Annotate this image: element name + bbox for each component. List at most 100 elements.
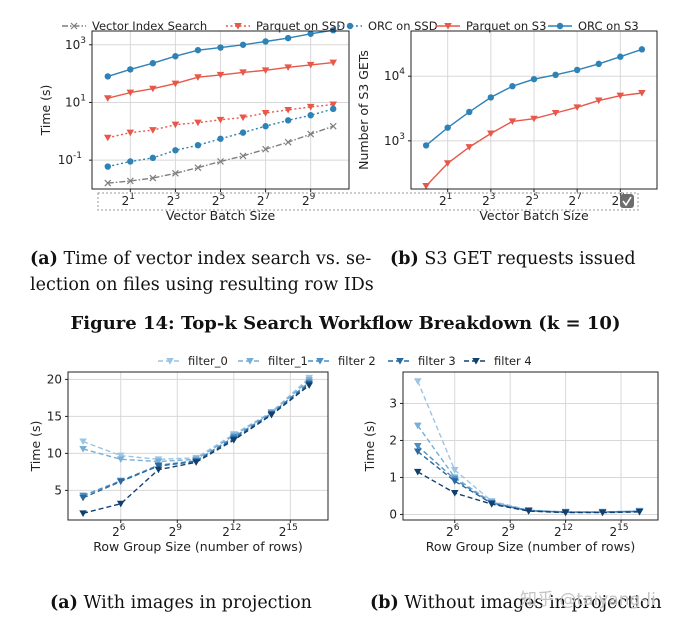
- data-point: [487, 130, 495, 138]
- data-point: [217, 158, 224, 165]
- data-point: [172, 53, 179, 60]
- legend-entry: filter 4: [494, 354, 532, 368]
- data-point: [307, 112, 314, 119]
- data-point: [635, 508, 644, 516]
- caption-top-a: (a) Time of vector index search vs. se-: [30, 249, 372, 269]
- caption-bottom-a: (a) With images in projection: [50, 593, 312, 613]
- chart-time_top: 10-1 101 103 21 23 25 27 29 Vector Batch Size Tim…: [38, 26, 350, 223]
- legend-marker: [396, 358, 404, 365]
- data-point: [598, 509, 607, 517]
- data-point: [284, 64, 292, 71]
- y-tick-label: 103: [65, 36, 86, 52]
- y-tick-label: 0: [389, 507, 397, 521]
- data-point: [126, 89, 135, 97]
- data-point: [104, 179, 112, 187]
- data-point: [594, 97, 603, 105]
- data-point: [552, 71, 559, 79]
- x-tick-label: 29: [169, 523, 183, 539]
- legend-marker: [316, 358, 324, 365]
- data-point: [217, 44, 224, 51]
- data-point: [116, 478, 125, 486]
- data-point: [508, 118, 517, 125]
- data-point: [561, 509, 570, 517]
- data-point: [450, 489, 459, 497]
- legend-entry: filter_0: [188, 354, 228, 368]
- y-tick-label: 2: [389, 433, 397, 447]
- data-point: [284, 106, 292, 114]
- data-point: [194, 141, 202, 149]
- y-axis-label: Number of S3 GETs: [356, 50, 371, 170]
- data-point: [638, 46, 646, 53]
- data-point: [413, 468, 422, 476]
- data-point: [465, 144, 474, 151]
- data-point: [422, 183, 430, 190]
- x-tick-label: 26: [446, 523, 460, 539]
- data-point: [154, 466, 163, 474]
- y-tick-label: 1: [389, 470, 397, 484]
- y-axis-label: Time (s): [38, 85, 53, 137]
- data-point: [573, 66, 581, 74]
- x-tick-label: 25: [212, 192, 225, 208]
- data-point: [487, 94, 495, 101]
- data-point: [261, 110, 270, 117]
- data-point: [487, 501, 496, 508]
- x-tick-label: 215: [609, 523, 628, 539]
- y-tick-label: 10: [47, 446, 62, 460]
- data-point: [284, 138, 292, 146]
- series-line-filter-3: [417, 451, 640, 513]
- data-point: [329, 122, 337, 130]
- data-point: [149, 127, 157, 134]
- check-mark: [622, 196, 632, 207]
- chart-gets_top: 1031042123252729Vector Batch SizeNumber …: [356, 30, 658, 223]
- data-point: [104, 73, 111, 80]
- legend-entry: Vector Index Search: [92, 19, 207, 33]
- data-point: [444, 124, 451, 131]
- legend-marker: [472, 358, 480, 365]
- data-point: [194, 46, 202, 54]
- data-point: [261, 67, 270, 74]
- series-line-filter-0: [417, 381, 640, 513]
- x-tick-label: 29: [302, 192, 316, 208]
- data-point: [79, 445, 87, 453]
- x-axis-label: Row Group Size (number of rows): [426, 539, 635, 554]
- watermark-text: 知乎 @taiyang-li: [520, 590, 656, 610]
- x-tick-label: 212: [222, 523, 241, 539]
- data-point: [126, 129, 135, 137]
- data-point: [330, 26, 337, 34]
- data-point: [103, 134, 112, 142]
- data-point: [306, 61, 315, 69]
- x-tick-label: 215: [279, 523, 298, 539]
- y-tick-label: 103: [384, 132, 405, 148]
- series-line-filter-4: [82, 384, 310, 514]
- data-point: [443, 160, 452, 167]
- data-point: [79, 438, 87, 446]
- data-point: [595, 60, 602, 68]
- legend-marker: [234, 23, 242, 30]
- figure-title: Figure 14: Top-k Search Workflow Breakdo…: [70, 313, 621, 334]
- data-point: [551, 109, 560, 117]
- data-point: [216, 71, 225, 79]
- legend-marker: [444, 23, 452, 30]
- data-point: [194, 74, 202, 81]
- data-point: [239, 41, 247, 48]
- x-tick-label: 23: [482, 192, 495, 208]
- x-tick-label: 29: [501, 523, 515, 539]
- plot-frame: [402, 371, 659, 521]
- x-tick-label: 21: [439, 192, 452, 208]
- data-point: [530, 75, 538, 83]
- data-point: [616, 92, 625, 100]
- y-axis-label: Time (s): [28, 421, 43, 473]
- x-tick-label: 27: [257, 192, 270, 208]
- series-line-filter-1: [417, 425, 640, 513]
- data-point: [638, 89, 646, 97]
- data-point: [422, 142, 430, 149]
- data-point: [262, 123, 269, 130]
- data-point: [509, 83, 516, 90]
- data-point: [171, 121, 180, 129]
- data-point: [413, 443, 422, 450]
- data-point: [329, 59, 338, 67]
- data-point: [216, 116, 225, 124]
- legend-marker: [70, 22, 78, 30]
